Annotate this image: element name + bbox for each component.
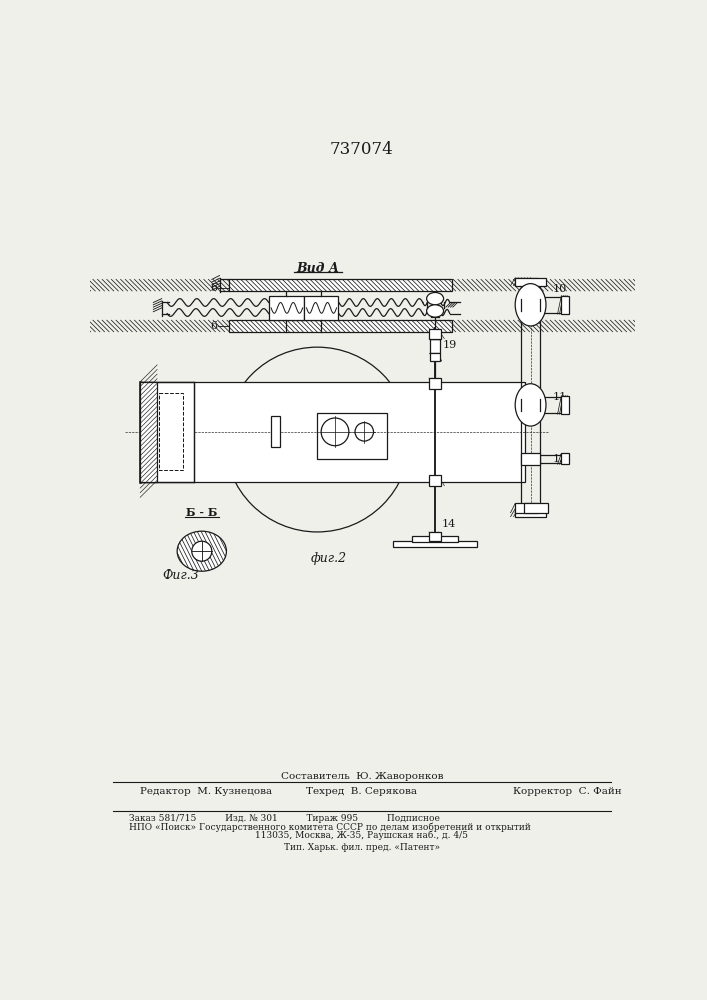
Text: 14: 14	[441, 519, 455, 529]
Bar	[429, 532, 441, 541]
Text: 113035, Москва, Ж-35, Раушская наб., д. 4/5: 113035, Москва, Ж-35, Раушская наб., д. …	[255, 831, 469, 840]
Text: Составитель  Ю. Жаворонков: Составитель Ю. Жаворонков	[281, 772, 443, 781]
Bar	[561, 453, 569, 464]
Bar	[515, 509, 546, 517]
Bar	[561, 396, 569, 414]
Ellipse shape	[426, 305, 443, 317]
Bar	[429, 329, 441, 339]
Bar	[269, 296, 304, 320]
Text: Вид А: Вид А	[296, 262, 339, 275]
Text: Заказ 581/715          Изд. № 301          Тираж 995          Подписное: Заказ 581/715 Изд. № 301 Тираж 995 Подпи…	[129, 814, 440, 823]
Bar	[561, 296, 569, 314]
Bar	[521, 453, 540, 465]
Ellipse shape	[515, 284, 546, 326]
Bar	[412, 536, 458, 542]
Circle shape	[355, 423, 373, 441]
Text: 20: 20	[428, 280, 442, 290]
Bar	[430, 339, 440, 353]
Bar	[304, 296, 338, 320]
Text: Б - Б: Б - Б	[186, 507, 218, 518]
Text: Редактор  М. Кузнецова: Редактор М. Кузнецова	[140, 787, 272, 796]
Text: 12: 12	[552, 454, 566, 464]
Ellipse shape	[515, 384, 546, 426]
Circle shape	[321, 418, 349, 446]
Bar	[429, 378, 441, 389]
Bar	[229, 320, 452, 332]
Bar	[429, 475, 441, 486]
Bar	[430, 332, 440, 339]
Bar	[140, 382, 525, 482]
Text: Тип. Харьк. фил. пред. «Патент»: Тип. Харьк. фил. пред. «Патент»	[284, 843, 440, 852]
Text: 11: 11	[552, 392, 566, 402]
Text: 737074: 737074	[330, 141, 394, 158]
Bar	[229, 279, 452, 291]
Text: 10: 10	[552, 284, 566, 294]
Bar	[140, 382, 194, 482]
Text: 6: 6	[211, 321, 218, 331]
Text: 6: 6	[211, 283, 218, 293]
Text: 19: 19	[443, 340, 457, 350]
Text: Фиг.3: Фиг.3	[163, 569, 199, 582]
Bar	[393, 541, 477, 547]
Bar	[525, 503, 547, 513]
Bar	[140, 382, 157, 482]
Bar	[317, 413, 387, 459]
Text: Корректор  С. Файн: Корректор С. Файн	[513, 787, 622, 796]
Text: НПО «Поиск» Государственного комитета СССР по делам изобретений и открытий: НПО «Поиск» Государственного комитета СС…	[129, 822, 530, 832]
Bar	[430, 353, 440, 361]
Bar	[271, 416, 281, 447]
Circle shape	[192, 541, 212, 561]
Ellipse shape	[177, 531, 226, 571]
Text: Техред  В. Серякова: Техред В. Серякова	[306, 787, 417, 796]
Ellipse shape	[426, 292, 443, 305]
Bar	[160, 393, 182, 470]
Text: фиг.2: фиг.2	[311, 552, 347, 565]
Bar	[515, 503, 538, 513]
Bar	[515, 278, 546, 286]
